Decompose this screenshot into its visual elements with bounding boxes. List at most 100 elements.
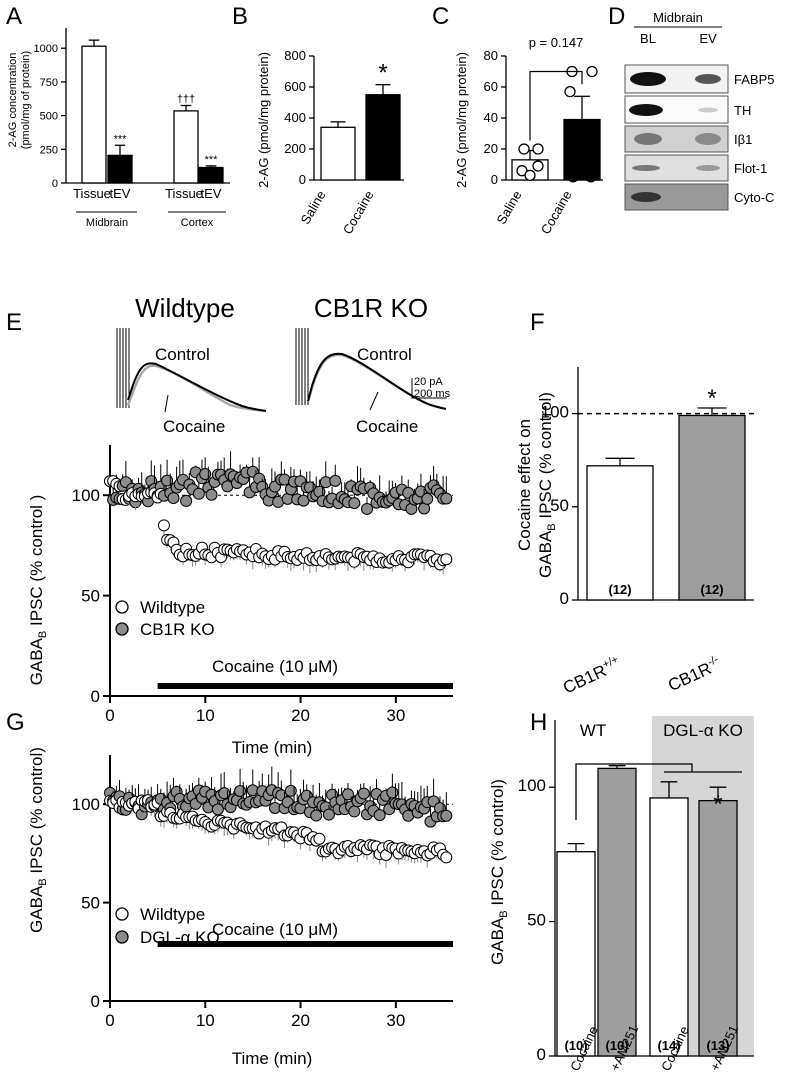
blot-row-flot1: Flot-1 bbox=[624, 154, 767, 182]
chart-h-n-label: (10) bbox=[564, 1038, 587, 1053]
blot-title: Midbrain bbox=[653, 10, 703, 25]
chart-e-xtick-label: 10 bbox=[196, 706, 215, 725]
chart-e-ytick-label: 0 bbox=[91, 687, 100, 706]
chart-f-ylabel-sub: B bbox=[546, 523, 558, 530]
chart-g-ytick-label: 0 bbox=[91, 992, 100, 1011]
chart-g-xtick-label: 0 bbox=[105, 1011, 114, 1030]
chart-e-point-ko bbox=[180, 494, 193, 507]
chart-e-xtick-label: 0 bbox=[105, 706, 114, 725]
chart-a-annotation: ††† bbox=[177, 94, 195, 106]
chart-e-xlabel: Time (min) bbox=[232, 738, 313, 757]
chart-c-ytick-label: 60 bbox=[484, 79, 498, 94]
chart-g-ylabel-sub: B bbox=[37, 878, 49, 885]
chart-c-point-saline bbox=[532, 143, 544, 155]
chart-a-bar bbox=[173, 110, 199, 184]
blot-band bbox=[634, 133, 662, 145]
chart-g-point-ko bbox=[322, 808, 335, 821]
chart-h-bar bbox=[649, 797, 689, 1057]
chart-e-point-ko bbox=[205, 488, 218, 501]
chart-f-cat-ko-sup: -/- bbox=[706, 653, 721, 668]
chart-f-n-label: (12) bbox=[608, 582, 631, 597]
chart-f-ytick-label: 50 bbox=[550, 496, 569, 515]
blot-row-cytoc: Cyto-C bbox=[624, 183, 774, 211]
chart-g-xtick-label: 10 bbox=[196, 1011, 215, 1030]
blot-band bbox=[698, 107, 718, 113]
trace-cocaine-line bbox=[126, 364, 267, 413]
chart-f-significance: * bbox=[707, 385, 716, 412]
chart-c-bracket bbox=[529, 70, 583, 141]
chart-f-bar bbox=[678, 414, 746, 601]
chart-a-ytick-label: 750 bbox=[40, 77, 58, 89]
trace-control-line bbox=[127, 362, 267, 412]
chart-h-n-label: (10) bbox=[605, 1038, 628, 1053]
chart-f-ylabel-rest: IPSC (% control) bbox=[536, 392, 555, 523]
chart-b-ytick-label: 600 bbox=[284, 79, 306, 94]
chart-b-bar bbox=[365, 94, 401, 181]
chart-c-point-cocaine bbox=[586, 65, 598, 78]
trace-title-wildtype: Wildtype bbox=[135, 293, 235, 323]
chart-a: 2-AG concentration (pmol/mg of protein) … bbox=[7, 28, 230, 229]
legend-marker-cb1r-ko bbox=[115, 622, 129, 636]
chart-h-group-ko: DGL-α KO bbox=[663, 721, 743, 740]
chart-g-point-ko bbox=[373, 809, 386, 822]
chart-g-ylabel-main: GABA bbox=[27, 885, 46, 933]
chart-f-cat-ko-main: CB1R bbox=[665, 659, 714, 695]
chart-h-bar bbox=[556, 851, 596, 1057]
chart-h-ylabel-main: GABA bbox=[488, 917, 507, 965]
chart-c: 2-AG (pmol/mg protein) 0 20 40 60 80 p = 0.1… bbox=[454, 35, 603, 237]
chart-a-group-cortex: Cortex bbox=[181, 217, 214, 229]
blot-col-ev: EV bbox=[699, 31, 717, 46]
traces: Wildtype CB1R KO Control Cocaine Cont bbox=[116, 293, 451, 436]
chart-g-point-ko bbox=[284, 784, 297, 797]
chart-g-xtick-label: 20 bbox=[291, 1011, 310, 1030]
blot-band bbox=[696, 165, 720, 171]
chart-e-ylabel-rest: IPSC (% control ) bbox=[27, 495, 46, 631]
legend-marker-dgl-ko bbox=[115, 930, 129, 944]
blot-label-th: TH bbox=[734, 103, 751, 118]
trace-cb1r-ko: Control Cocaine 20 pA 200 ms bbox=[295, 328, 451, 436]
western-blot: Midbrain BL EV FABP5 TH Iβ1 Flot-1 bbox=[624, 10, 774, 211]
chart-c-point-cocaine bbox=[567, 171, 579, 183]
chart-a-annotation: *** bbox=[114, 133, 128, 145]
chart-h-n-label: (13) bbox=[706, 1038, 729, 1053]
legend-marker-wildtype bbox=[115, 600, 129, 614]
chart-b: 2-AG (pmol/mg protein) 0 200 400 600 800 * S… bbox=[256, 48, 404, 237]
chart-g-point-ko bbox=[310, 809, 323, 822]
chart-c-ytick-label: 40 bbox=[484, 110, 498, 125]
chart-a-category: Tissue bbox=[165, 186, 203, 201]
chart-h-ylabel: GABAB IPSC (% control) bbox=[488, 779, 510, 965]
chart-e-ylabel-main: GABA bbox=[27, 637, 46, 685]
chart-g-point-ko bbox=[348, 805, 361, 818]
chart-h-bracket bbox=[575, 763, 693, 820]
panel-label-f: F bbox=[530, 309, 545, 336]
trace-control-label: Control bbox=[155, 345, 210, 364]
chart-a-bar bbox=[81, 45, 107, 184]
chart-e-ytick-label: 100 bbox=[72, 486, 100, 505]
chart-f-cat-ko: CB1R-/- bbox=[665, 653, 724, 695]
blot-row-th: TH bbox=[624, 95, 751, 124]
chart-e-point-ko bbox=[421, 492, 434, 505]
chart-b-ytick-label: 0 bbox=[299, 172, 306, 187]
blot-col-bl: BL bbox=[640, 31, 656, 46]
chart-h-ytick-label: 50 bbox=[527, 911, 546, 930]
chart-b-ytick-label: 800 bbox=[284, 48, 306, 63]
chart-f: Cocaine effect on GABAB IPSC (% control)… bbox=[515, 367, 754, 698]
chart-a-group-midbrain: Midbrain bbox=[86, 217, 128, 229]
chart-g-point-wt bbox=[313, 832, 326, 845]
chart-c-ytick-label: 80 bbox=[484, 48, 498, 63]
chart-c-point-saline bbox=[518, 143, 530, 155]
chart-b-cat-saline: Saline bbox=[298, 188, 329, 227]
chart-e-ylabel-sub: B bbox=[37, 631, 49, 638]
chart-g-xtick-label: 30 bbox=[386, 1011, 405, 1030]
chart-e-point-ko bbox=[161, 474, 174, 487]
scale-time: 200 ms bbox=[414, 388, 451, 400]
chart-g-point-ko bbox=[440, 809, 453, 822]
panel-label-g: G bbox=[6, 709, 25, 736]
chart-f-ytick-label: 0 bbox=[560, 589, 569, 608]
chart-b-cat-cocaine: Cocaine bbox=[340, 188, 377, 237]
chart-h-bar bbox=[597, 767, 637, 1057]
chart-g-point-ko bbox=[386, 786, 399, 799]
chart-e-point-ko bbox=[167, 492, 180, 505]
chart-e-point-ko bbox=[199, 467, 212, 480]
